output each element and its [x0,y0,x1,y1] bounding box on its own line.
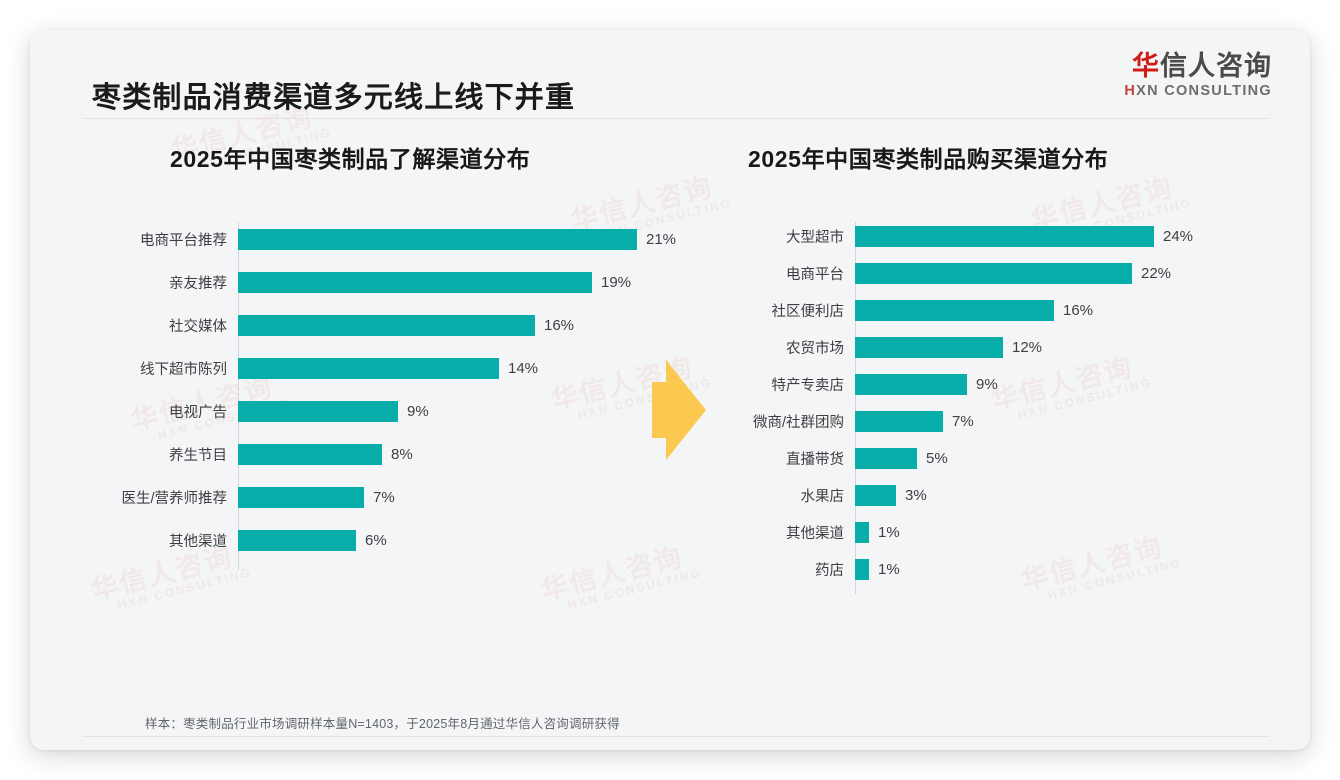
bar-category-label: 社区便利店 [771,304,845,320]
bar-value-label: 12% [1012,339,1043,356]
bar-row: 药店 1% [720,551,1280,588]
bar-row: 直播带货 5% [720,440,1280,477]
bar [855,411,943,432]
bar-category-label: 微商/社群团购 [752,415,844,431]
bar-category-label: 线下超市陈列 [140,362,227,378]
bar-value-label: 3% [905,487,927,504]
bar-value-label: 7% [952,413,974,430]
bar-category-label: 特产专卖店 [771,378,845,394]
footer-divider [82,736,1270,737]
bar-row: 特产专卖店 9% [720,366,1280,403]
bar [855,300,1054,321]
chart-plot: 电商平台推荐 21% 亲友推荐 19% 社交媒体 16% 线下超市陈列 14% 电视广告 9% 养生… [90,218,690,570]
bar-category-label: 大型超市 [786,230,844,246]
bar-rows: 电商平台推荐 21% 亲友推荐 19% 社交媒体 16% 线下超市陈列 14% 电视广告 9% 养生… [90,218,690,562]
bar-value-label: 21% [646,231,677,248]
bar-row: 社交媒体 16% [90,304,690,347]
slide-card: 华信人咨询 HXN CONSULTING 华信人咨询 HXN CONSULTIN… [30,30,1310,750]
bar-row: 其他渠道 6% [90,519,690,562]
bar-row: 线下超市陈列 14% [90,347,690,390]
bar [238,487,364,508]
bar-value-label: 1% [878,524,900,541]
bar-value-label: 16% [544,317,575,334]
bar [238,229,637,250]
bar-category-label: 电视广告 [169,405,227,421]
logo-en-rest: XN CONSULTING [1136,83,1272,100]
bar-value-label: 7% [373,489,395,506]
chart-axis-line [238,222,239,570]
bar-category-label: 其他渠道 [169,534,227,550]
bar-rows: 大型超市 24% 电商平台 22% 社区便利店 16% 农贸市场 12% 特产专卖店 9% 微商/社… [720,218,1280,588]
bar [855,522,869,543]
bar-value-label: 19% [601,274,632,291]
logo-english: HXN CONSULTING [1124,83,1272,99]
bar [855,485,896,506]
bar-row: 电视广告 9% [90,390,690,433]
bar-category-label: 水果店 [800,489,845,505]
bar-row: 社区便利店 16% [720,292,1280,329]
bar-category-label: 社交媒体 [169,319,227,335]
bar-category-label: 其他渠道 [786,526,844,542]
bar [238,315,535,336]
bar-row: 大型超市 24% [720,218,1280,255]
bar-category-label: 医生/营养师推荐 [121,491,227,507]
bar-row: 养生节目 8% [90,433,690,476]
logo-chinese: 华信人咨询 [1124,52,1272,80]
bar-value-label: 14% [508,360,539,377]
bar-row: 电商平台 22% [720,255,1280,292]
page-title: 枣类制品消费渠道多元线上线下并重 [92,82,576,114]
bar-row: 电商平台推荐 21% [90,218,690,261]
slide-footer: ©2025.10 HXR华信人咨询 www.hxrcon.com [30,736,1310,750]
bar-value-label: 9% [976,376,998,393]
bar [238,358,499,379]
chart-panel-awareness: 2025年中国枣类制品了解渠道分布 电商平台推荐 21% 亲友推荐 19% 社交媒体 16… [90,140,690,680]
right-arrow-icon [648,360,710,460]
bar-category-label: 药店 [815,563,844,579]
bar-row: 农贸市场 12% [720,329,1280,366]
chart-panel-purchase: 2025年中国枣类制品购买渠道分布 大型超市 24% 电商平台 22% 社区便利店 16%… [720,140,1280,680]
bar [238,401,398,422]
bar-value-label: 16% [1063,302,1094,319]
bar [855,448,917,469]
bar-value-label: 8% [391,446,413,463]
sample-note: 样本：枣类制品行业市场调研样本量N=1403，于2025年8月通过华信人咨询调研… [145,717,620,731]
logo-en-accent: H [1124,83,1137,100]
charts-area: 2025年中国枣类制品了解渠道分布 电商平台推荐 21% 亲友推荐 19% 社交媒体 16… [30,140,1310,680]
bar-value-label: 6% [365,532,387,549]
bar-category-label: 亲友推荐 [169,276,227,292]
bar-row: 医生/营养师推荐 7% [90,476,690,519]
bar [855,226,1154,247]
logo-chinese-rest: 信人咨询 [1160,51,1272,81]
bar-row: 水果店 3% [720,477,1280,514]
bar-row: 微商/社群团购 7% [720,403,1280,440]
chart-axis-line [855,222,856,594]
bar [855,559,869,580]
chart-title: 2025年中国枣类制品购买渠道分布 [748,146,1109,172]
company-logo: 华信人咨询 HXN CONSULTING [1124,52,1272,100]
bar [238,530,356,551]
bar-value-label: 9% [407,403,429,420]
bar-category-label: 直播带货 [786,452,844,468]
bar [855,374,967,395]
bar-category-label: 养生节目 [169,448,227,464]
bar-category-label: 电商平台推荐 [140,233,227,249]
bar [855,337,1003,358]
bar-value-label: 22% [1141,265,1172,282]
logo-accent-char: 华 [1132,51,1160,81]
slide-header: 枣类制品消费渠道多元线上线下并重 华信人咨询 HXN CONSULTING [30,30,1310,118]
bar-category-label: 电商平台 [786,267,844,283]
bar [855,263,1132,284]
chart-plot: 大型超市 24% 电商平台 22% 社区便利店 16% 农贸市场 12% 特产专卖店 9% 微商/社… [720,218,1280,594]
bar-value-label: 1% [878,561,900,578]
bar-value-label: 5% [926,450,948,467]
bar [238,444,382,465]
bar-value-label: 24% [1163,228,1194,245]
bar [238,272,592,293]
header-divider [82,118,1270,119]
chart-title: 2025年中国枣类制品了解渠道分布 [170,146,531,172]
bar-row: 其他渠道 1% [720,514,1280,551]
bar-row: 亲友推荐 19% [90,261,690,304]
bar-category-label: 农贸市场 [786,341,844,357]
